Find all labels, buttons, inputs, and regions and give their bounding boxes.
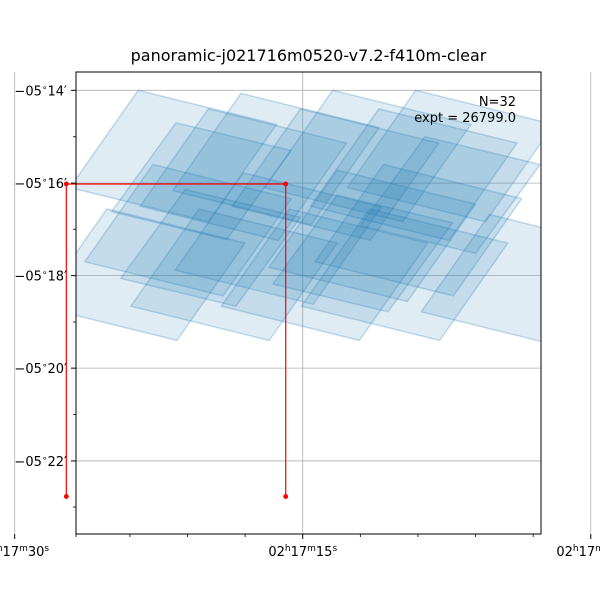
chart-title: panoramic-j021716m0520-v7.2-f410m-clear	[130, 46, 487, 65]
footprint-polygon	[300, 208, 510, 342]
n-label: N=32	[479, 95, 516, 110]
footprint-layer	[76, 89, 541, 343]
x-tick-label: 02h17m30s	[0, 544, 49, 560]
x-tick-label: 02h17m00s	[556, 544, 600, 560]
selection-box-vertex	[283, 494, 289, 499]
grid-lines	[14, 72, 592, 534]
footprint-polygon	[138, 108, 348, 242]
footprint-polygon	[83, 163, 293, 297]
footprint-polygon	[267, 169, 477, 303]
footprint-polygon	[313, 163, 523, 297]
footprint-polygon	[76, 89, 278, 223]
footprint-polygon	[271, 194, 454, 313]
y-tick-label: −05∘16′	[14, 176, 67, 192]
y-tick-label: −05∘22′	[14, 454, 67, 470]
footprint-polygon	[171, 92, 381, 226]
footprint-polygon	[76, 208, 247, 342]
expt-label: expt = 26799.0	[414, 111, 516, 126]
footprint-polygon	[263, 89, 473, 223]
footprint-polygon	[219, 208, 429, 342]
footprint-polygon	[230, 108, 440, 242]
footprint-polygon	[173, 171, 383, 306]
footprint-polygon	[346, 89, 541, 223]
footprint-polygon	[309, 108, 519, 242]
y-tick-label: −05∘14′	[14, 83, 67, 99]
footprint-polygon	[119, 188, 302, 308]
selection-box-vertex	[63, 494, 69, 499]
selection-box-vertex	[63, 181, 69, 187]
y-tick-label: −05∘20′	[14, 361, 67, 377]
plot-frame	[75, 71, 542, 535]
selection-box-vertex	[283, 181, 289, 187]
footprint-polygon	[359, 135, 541, 255]
x-tick-label: 02h17m15s	[268, 544, 337, 560]
footprint-polygon	[419, 213, 541, 343]
y-axis-ticks: −05∘14′ −05∘16′ −05∘18′ −05∘20′ −05∘22′	[14, 83, 76, 508]
selection-box-layer	[63, 181, 289, 499]
footprint-polygon	[110, 121, 293, 241]
x-axis-ticks: 02h17m30s 02h17m15s 02h17m00s	[0, 534, 600, 560]
selection-box-line	[65, 183, 287, 497]
y-tick-label: −05∘18′	[14, 269, 67, 285]
